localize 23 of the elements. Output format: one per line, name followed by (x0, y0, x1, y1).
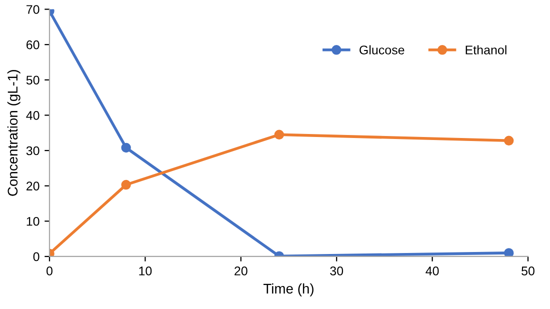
point (121, 142, 131, 153)
point (504, 136, 514, 146)
x-tick-label: 10 (139, 266, 152, 276)
y-tick-label: 70 (26, 5, 40, 14)
x-tick-label: 20 (234, 266, 248, 276)
point (504, 248, 514, 256)
y-tick-label: 50 (26, 76, 40, 85)
x-tick-label: 0 (46, 266, 52, 276)
y-tick-label: 0 (33, 252, 40, 262)
y-tick-label: 30 (26, 146, 40, 156)
x-tick-label: 30 (330, 266, 344, 276)
x-axis-title: Time (h) (263, 283, 314, 296)
x-tick-label: 50 (522, 266, 534, 276)
legend-label: Glucose (360, 45, 404, 54)
y-tick-label: 10 (26, 216, 40, 226)
y-tick-label: 60 (26, 40, 40, 50)
y-tick-label: 40 (26, 111, 40, 120)
point (121, 180, 131, 190)
legend-label: Ethanol (466, 45, 506, 54)
point (274, 130, 284, 140)
y-axis-title: Concentration (gL-1) (7, 70, 20, 196)
x-tick-label: 40 (426, 266, 439, 276)
y-tick-label: 20 (26, 182, 40, 190)
